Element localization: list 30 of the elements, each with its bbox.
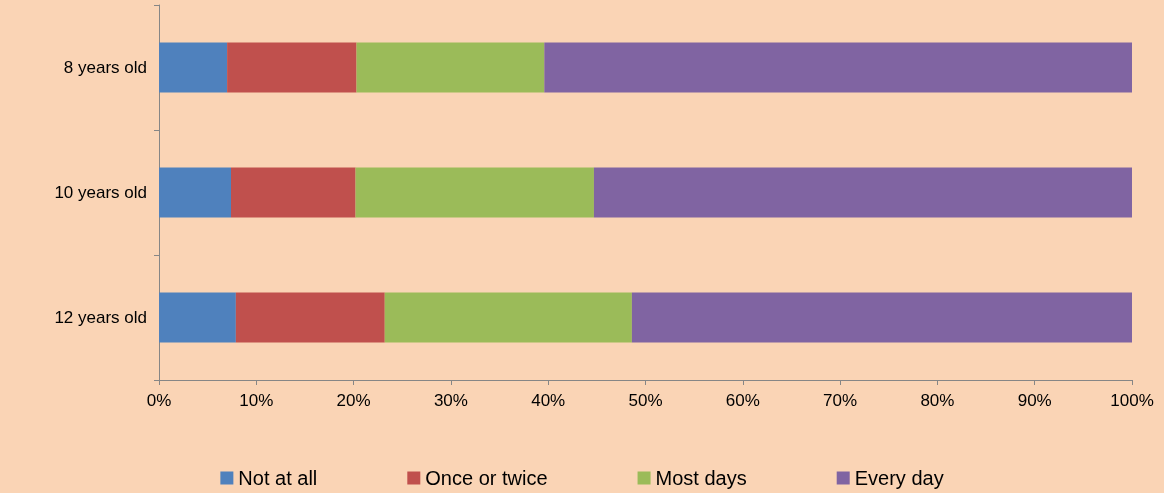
legend-label: Most days [655,467,747,489]
x-tick-label: 70% [823,391,858,410]
y-tick-label: 10 years old [54,183,147,202]
x-tick-label: 0% [146,391,172,410]
bar [227,42,357,93]
bar [544,42,1132,93]
bar [355,167,594,218]
legend-label: Not at all [238,467,318,489]
bar [631,292,1132,343]
x-tick-label: 20% [336,391,371,410]
y-tick-label: 8 years old [63,58,147,77]
x-tick-label: 100% [1110,391,1154,410]
x-tick-label: 60% [725,391,760,410]
x-tick-label: 40% [531,391,566,410]
bar [235,292,385,343]
legend-label: Once or twice [425,467,548,489]
x-tick-label: 10% [239,391,274,410]
legend-label: Every day [854,467,944,489]
x-tick-label: 50% [628,391,663,410]
bar [593,167,1132,218]
bar [356,42,545,93]
x-tick-label: 90% [1017,391,1052,410]
bar [231,167,356,218]
bar [159,167,231,218]
bar [159,292,236,343]
bar [159,42,228,93]
x-tick-label: 30% [433,391,468,410]
x-tick-label: 80% [920,391,955,410]
bar [384,292,632,343]
y-tick-label: 12 years old [54,308,147,327]
